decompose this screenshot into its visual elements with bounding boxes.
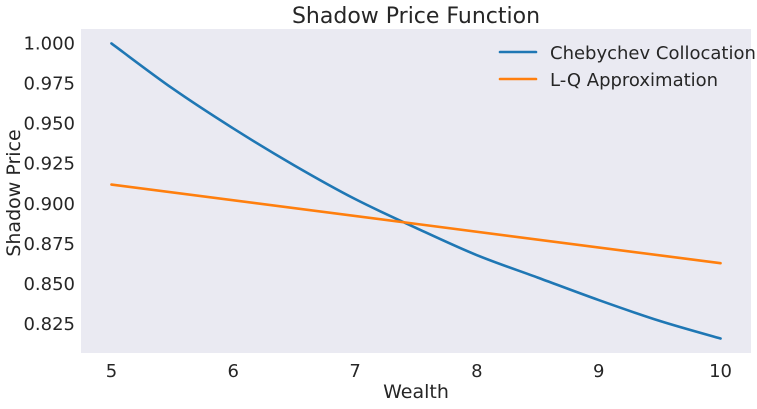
series-layer xyxy=(110,42,722,340)
series-line-2 xyxy=(110,183,722,265)
legend-label-2: L-Q Approximation xyxy=(550,70,718,91)
y-tick-label: 0.975 xyxy=(23,74,75,95)
series-line-1 xyxy=(110,42,722,340)
plot-area xyxy=(81,29,751,353)
y-tick-label: 0.925 xyxy=(23,154,75,175)
legend: Chebychev Collocation L-Q Approximation xyxy=(498,43,756,91)
x-tick-label: 9 xyxy=(593,361,604,382)
y-tick-label: 0.825 xyxy=(23,314,75,335)
x-tick-labels: 5 6 7 8 9 10 xyxy=(106,361,732,382)
y-tick-labels: 0.825 0.850 0.875 0.900 0.925 0.950 0.975 1.000 xyxy=(23,33,75,335)
x-tick-label: 7 xyxy=(349,361,360,382)
y-tick-label: 0.875 xyxy=(23,234,75,255)
x-tick-label: 8 xyxy=(471,361,482,382)
x-tick-label: 5 xyxy=(106,361,117,382)
legend-label-1: Chebychev Collocation xyxy=(550,43,756,64)
x-axis-label: Wealth xyxy=(383,381,449,403)
y-tick-label: 0.950 xyxy=(23,114,75,135)
y-tick-label: 0.900 xyxy=(23,194,75,215)
chart-title: Shadow Price Function xyxy=(292,4,540,29)
x-tick-label: 10 xyxy=(709,361,732,382)
y-tick-label: 0.850 xyxy=(23,274,75,295)
y-axis-label: Shadow Price xyxy=(3,129,25,256)
x-tick-label: 6 xyxy=(228,361,239,382)
y-tick-label: 1.000 xyxy=(23,33,75,54)
